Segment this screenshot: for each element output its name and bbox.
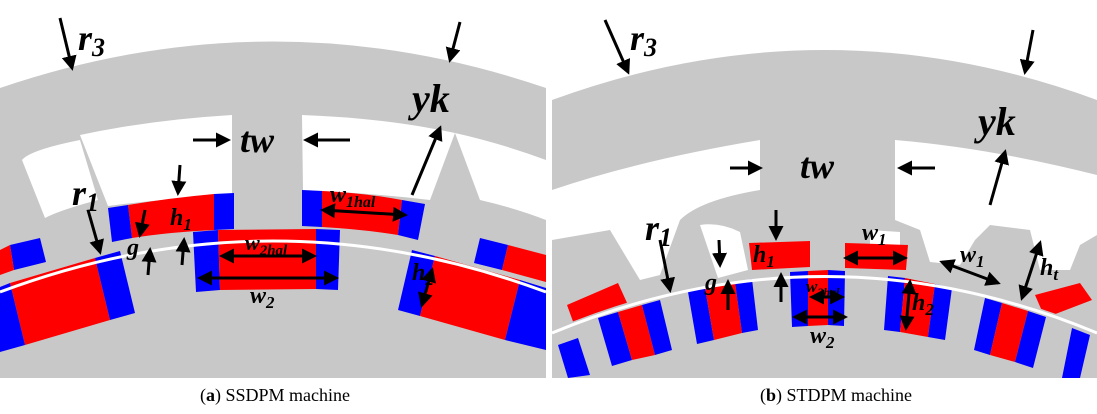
magnet-blue	[558, 338, 590, 378]
magnet-blue	[302, 190, 322, 227]
magnet-red	[1035, 283, 1092, 318]
magnet-blue	[0, 283, 25, 352]
magnet-red	[502, 245, 546, 282]
label-w2hal: w2hal	[806, 277, 840, 299]
panel-b-stdpm	[552, 50, 1097, 378]
magnet-blue	[95, 251, 135, 320]
label-yk: yk	[974, 99, 1016, 144]
panel-a-dimension-arrows	[58, 17, 462, 308]
air-gap	[0, 239, 546, 294]
rotor-core	[552, 272, 1097, 378]
label-w1hal: w1hal	[330, 182, 376, 211]
machine-cross-section-figure: r3 yk tw r1 h1 g w1hal w2hal w2 h2 r3 yk…	[0, 17, 1097, 378]
panel-b-dimension-arrows	[603, 19, 1044, 331]
magnet-blue	[688, 288, 714, 344]
caption-a-text: SSDPM machine	[225, 385, 351, 405]
label-r1: r1	[72, 173, 99, 217]
magnet-red	[618, 305, 655, 360]
magnet-blue	[1062, 328, 1090, 378]
stator-slot	[302, 115, 455, 200]
stator-slot	[700, 224, 748, 278]
label-r3: r3	[630, 18, 657, 62]
stator-slot	[552, 140, 760, 280]
magnet-red	[218, 229, 316, 290]
magnet-blue	[108, 205, 132, 242]
label-r3: r3	[78, 18, 105, 62]
magnet-blue	[316, 229, 340, 290]
panel-a-ssdpm	[0, 41, 546, 378]
magnet-red	[705, 282, 742, 340]
magnet-blue	[974, 298, 1002, 355]
magnet-blue	[928, 284, 952, 340]
caption-a-letter: a	[206, 385, 215, 405]
magnet-blue	[10, 238, 46, 270]
label-h2: h2	[412, 260, 434, 289]
magnet-blue	[735, 279, 758, 333]
label-yk: yk	[408, 76, 450, 121]
label-g: g	[126, 235, 139, 261]
label-w1-top: w1	[862, 220, 887, 249]
panel-b-labels: r3 yk tw r1 h1 g w1 w1 w2hal w2 h2 ht	[630, 18, 1059, 352]
caption-a: (a) SSDPM machine	[200, 385, 351, 405]
label-g: g	[704, 270, 717, 296]
magnet-blue	[398, 250, 435, 316]
label-h2: h2	[912, 290, 934, 319]
magnet-blue	[1015, 311, 1046, 368]
caption-b-text: STDPM machine	[786, 385, 913, 405]
stator-slot	[895, 140, 1097, 270]
magnet-red	[990, 303, 1028, 362]
label-w2: w2	[810, 323, 835, 352]
magnet-red	[749, 241, 810, 270]
caption-b-letter: b	[766, 385, 777, 405]
stator-slot	[455, 133, 546, 220]
magnet-blue	[598, 312, 632, 366]
label-ht: ht	[1040, 255, 1059, 284]
magnet-blue	[193, 230, 220, 292]
magnet-red	[0, 245, 14, 275]
stator-slot	[80, 115, 232, 206]
panel-a-labels: r3 yk tw r1 h1 g w1hal w2hal w2 h2	[72, 18, 450, 312]
label-w2hal: w2hal	[245, 230, 288, 259]
label-tw: tw	[800, 146, 835, 186]
label-tw: tw	[240, 120, 275, 160]
caption-b: (b) STDPM machine	[760, 385, 913, 405]
magnet-red	[420, 256, 520, 340]
label-h1: h1	[170, 205, 192, 234]
label-r1: r1	[645, 208, 672, 252]
magnet-blue	[474, 238, 508, 270]
label-w1-right: w1	[960, 242, 985, 271]
magnet-blue	[642, 300, 672, 355]
air-gap	[552, 275, 1097, 335]
label-h1: h1	[753, 242, 775, 271]
stator-slot	[22, 140, 98, 218]
magnet-blue	[505, 280, 546, 350]
label-w2: w2	[250, 283, 275, 312]
magnet-red	[567, 283, 628, 327]
magnet-blue	[214, 193, 234, 230]
